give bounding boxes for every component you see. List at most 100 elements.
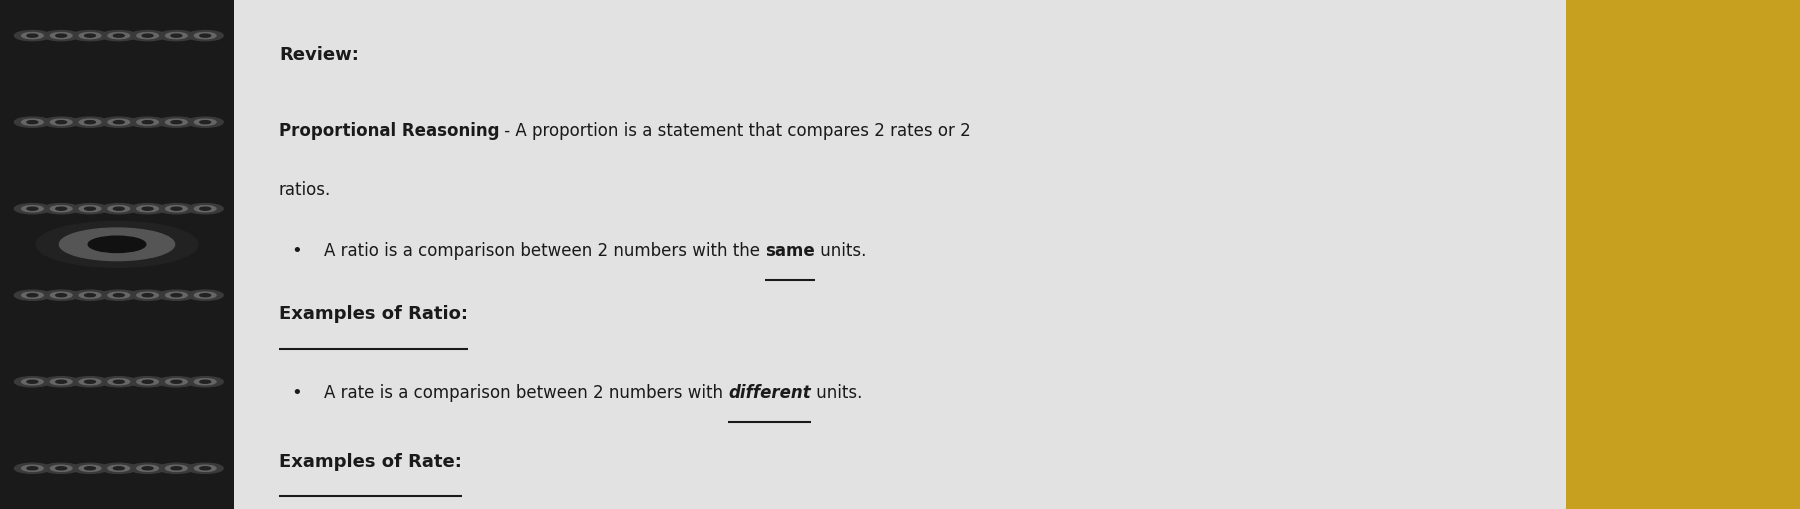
Circle shape [14,31,50,41]
Circle shape [14,463,50,473]
Circle shape [166,465,187,471]
Circle shape [101,290,137,300]
Circle shape [113,121,124,124]
Circle shape [187,204,223,214]
Circle shape [43,117,79,127]
Text: units.: units. [812,384,862,402]
Circle shape [79,379,101,385]
Circle shape [101,463,137,473]
Circle shape [50,33,72,39]
Circle shape [137,292,158,298]
Circle shape [85,207,95,210]
Circle shape [113,207,124,210]
Circle shape [130,117,166,127]
Circle shape [200,294,211,297]
Circle shape [187,377,223,387]
Circle shape [108,33,130,39]
Circle shape [171,207,182,210]
Circle shape [142,294,153,297]
Circle shape [50,379,72,385]
Circle shape [137,465,158,471]
FancyBboxPatch shape [1566,0,1800,509]
Text: A rate is a comparison between 2 numbers with: A rate is a comparison between 2 numbers… [324,384,729,402]
Text: same: same [765,242,815,260]
Circle shape [79,206,101,212]
Circle shape [200,380,211,383]
Circle shape [50,119,72,125]
Circle shape [36,221,198,267]
Circle shape [88,236,146,252]
Text: units.: units. [815,242,866,260]
Circle shape [79,292,101,298]
Circle shape [158,31,194,41]
Circle shape [108,292,130,298]
Circle shape [158,290,194,300]
Circle shape [130,290,166,300]
Circle shape [130,463,166,473]
Circle shape [108,379,130,385]
Circle shape [56,467,67,470]
Text: - A proportion is a statement that compares 2 rates or 2: - A proportion is a statement that compa… [499,122,972,140]
Circle shape [72,290,108,300]
Circle shape [85,380,95,383]
Text: A ratio is a comparison between 2 numbers with the: A ratio is a comparison between 2 number… [324,242,765,260]
Text: Review:: Review: [279,46,358,64]
Circle shape [194,33,216,39]
Circle shape [108,206,130,212]
Text: •: • [292,242,302,260]
Circle shape [56,380,67,383]
Circle shape [187,463,223,473]
Circle shape [187,290,223,300]
Circle shape [194,465,216,471]
Circle shape [22,379,43,385]
Circle shape [43,377,79,387]
Circle shape [171,34,182,37]
Circle shape [166,119,187,125]
Circle shape [200,207,211,210]
Circle shape [113,380,124,383]
Circle shape [22,119,43,125]
Circle shape [27,467,38,470]
Circle shape [56,207,67,210]
Circle shape [101,377,137,387]
Circle shape [27,207,38,210]
Circle shape [130,377,166,387]
Circle shape [113,467,124,470]
Text: ratios.: ratios. [279,181,331,199]
Circle shape [72,204,108,214]
Circle shape [22,33,43,39]
Circle shape [59,228,175,261]
Circle shape [22,292,43,298]
Circle shape [85,34,95,37]
Circle shape [108,465,130,471]
Circle shape [200,34,211,37]
Circle shape [56,294,67,297]
Circle shape [85,121,95,124]
Text: •: • [292,384,302,402]
Text: Examples of Rate:: Examples of Rate: [279,453,463,471]
Circle shape [187,117,223,127]
Circle shape [171,380,182,383]
Circle shape [72,463,108,473]
Circle shape [194,379,216,385]
Circle shape [79,119,101,125]
Circle shape [142,207,153,210]
Circle shape [27,121,38,124]
Circle shape [158,204,194,214]
Circle shape [72,377,108,387]
Circle shape [85,467,95,470]
Circle shape [171,294,182,297]
Circle shape [101,117,137,127]
Circle shape [194,119,216,125]
Circle shape [158,117,194,127]
Circle shape [14,204,50,214]
Circle shape [200,467,211,470]
Text: Examples of Ratio:: Examples of Ratio: [279,305,468,323]
Circle shape [130,204,166,214]
Circle shape [158,377,194,387]
Circle shape [22,206,43,212]
Circle shape [43,463,79,473]
Circle shape [158,463,194,473]
Circle shape [137,379,158,385]
Circle shape [137,33,158,39]
